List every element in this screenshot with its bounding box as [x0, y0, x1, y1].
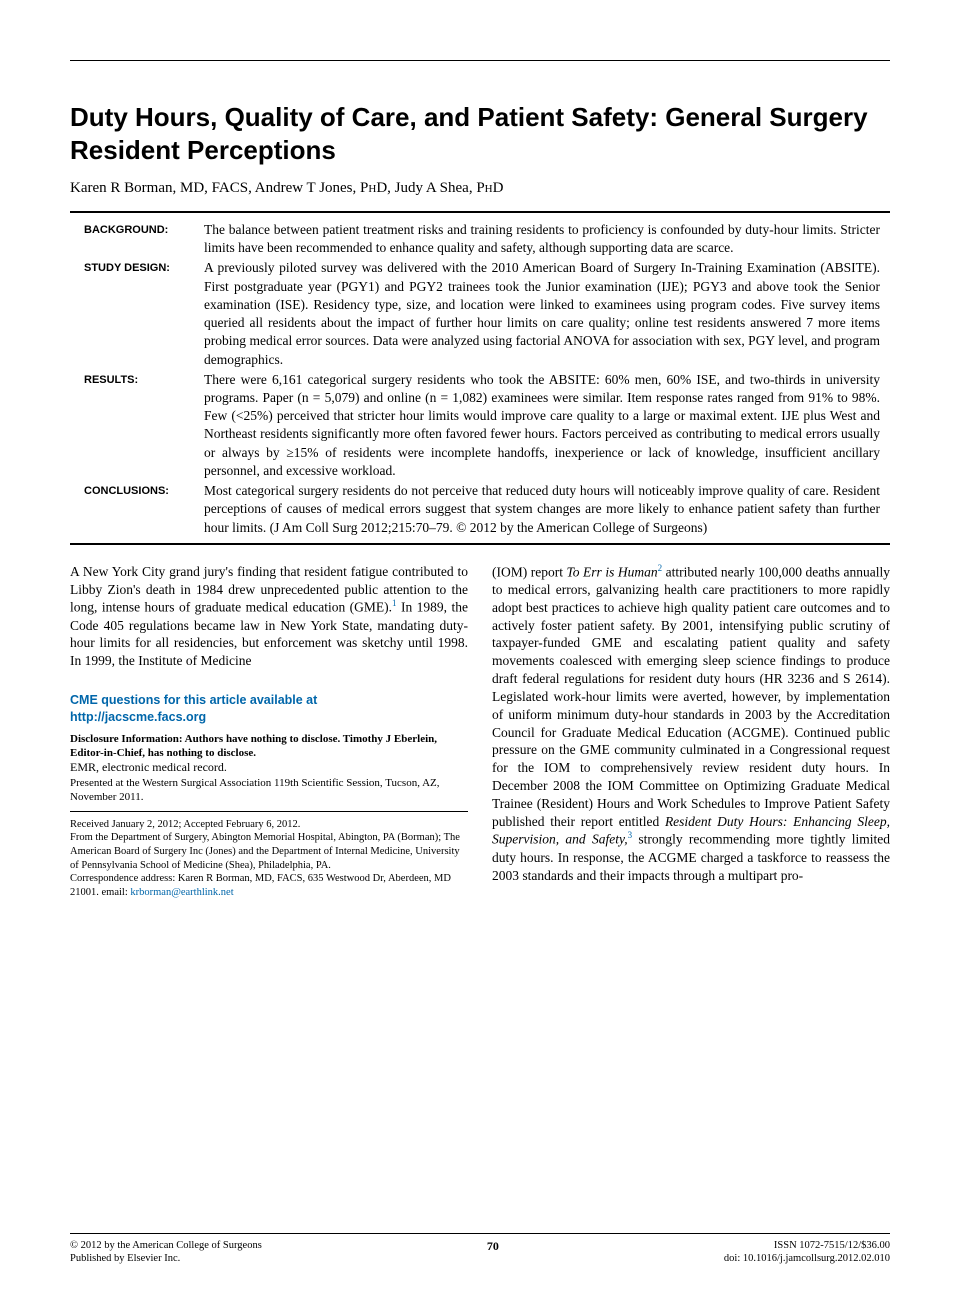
body-para-left: A New York City grand jury's finding tha…: [70, 563, 468, 670]
abstract-background-row: BACKGROUND: The balance between patient …: [84, 221, 880, 257]
footer-page-number: 70: [487, 1239, 499, 1266]
affiliation-block: Received January 2, 2012; Accepted Febru…: [70, 818, 468, 900]
affil-from: From the Department of Surgery, Abington…: [70, 831, 468, 872]
footer-copyright: © 2012 by the American College of Surgeo…: [70, 1239, 262, 1253]
footer-publisher: Published by Elsevier Inc.: [70, 1252, 262, 1266]
abstract-rule-bottom: [70, 543, 890, 545]
affil-corr-text: Correspondence address: Karen R Borman, …: [70, 873, 451, 898]
affil-correspondence: Correspondence address: Karen R Borman, …: [70, 872, 468, 899]
email-link[interactable]: krborman@earthlink.net: [130, 887, 233, 898]
body-para-right: (IOM) report To Err is Human2 attributed…: [492, 563, 890, 885]
abstract-label-background: BACKGROUND:: [84, 221, 204, 257]
cme-line1: CME questions for this article available…: [70, 692, 468, 709]
disclosure-3: Presented at the Western Surgical Associ…: [70, 776, 468, 805]
abstract-label-conclusions: CONCLUSIONS:: [84, 482, 204, 537]
article-title: Duty Hours, Quality of Care, and Patient…: [70, 101, 890, 166]
footer-issn: ISSN 1072-7515/12/$36.00: [724, 1239, 890, 1253]
affil-received: Received January 2, 2012; Accepted Febru…: [70, 818, 468, 832]
disclosure-block: Disclosure Information: Authors have not…: [70, 732, 468, 805]
cme-link-block: CME questions for this article available…: [70, 692, 468, 726]
abstract-label-design: STUDY DESIGN:: [84, 259, 204, 368]
footer-doi: doi: 10.1016/j.jamcollsurg.2012.02.010: [724, 1252, 890, 1266]
abstract-text-results: There were 6,161 categorical surgery res…: [204, 371, 880, 480]
cme-line2[interactable]: http://jacscme.facs.org: [70, 709, 468, 726]
abstract-conclusions-row: CONCLUSIONS: Most categorical surgery re…: [84, 482, 880, 537]
structured-abstract: BACKGROUND: The balance between patient …: [70, 221, 890, 537]
abstract-text-design: A previously piloted survey was delivere…: [204, 259, 880, 368]
abstract-label-results: RESULTS:: [84, 371, 204, 480]
abstract-design-row: STUDY DESIGN: A previously piloted surve…: [84, 259, 880, 368]
right-column: (IOM) report To Err is Human2 attributed…: [492, 563, 890, 900]
abstract-text-background: The balance between patient treatment ri…: [204, 221, 880, 257]
top-rule: [70, 60, 890, 61]
disclosure-2: EMR, electronic medical record.: [70, 760, 468, 776]
body-right-a: (IOM) report: [492, 564, 567, 579]
abstract-text-conclusions: Most categorical surgery residents do no…: [204, 482, 880, 537]
body-right-italic1: To Err is Human: [567, 564, 658, 579]
footer-right: ISSN 1072-7515/12/$36.00 doi: 10.1016/j.…: [724, 1239, 890, 1266]
body-right-b: attributed nearly 100,000 deaths annuall…: [492, 564, 890, 828]
authors-line: Karen R Borman, MD, FACS, Andrew T Jones…: [70, 180, 890, 197]
affil-rule: [70, 811, 468, 812]
abstract-rule-top: [70, 211, 890, 213]
abstract-results-row: RESULTS: There were 6,161 categorical su…: [84, 371, 880, 480]
disclosure-1: Disclosure Information: Authors have not…: [70, 732, 468, 761]
page-footer: © 2012 by the American College of Surgeo…: [70, 1233, 890, 1266]
body-columns: A New York City grand jury's finding tha…: [70, 563, 890, 900]
left-column: A New York City grand jury's finding tha…: [70, 563, 468, 900]
footer-left: © 2012 by the American College of Surgeo…: [70, 1239, 262, 1266]
